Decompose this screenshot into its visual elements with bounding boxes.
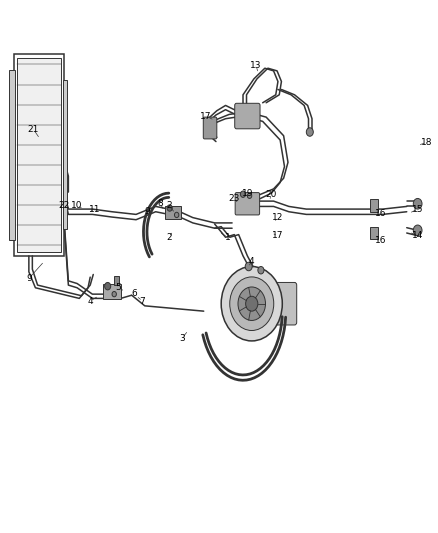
Circle shape bbox=[174, 212, 179, 217]
Bar bbox=[370, 199, 378, 212]
Bar bbox=[9, 70, 14, 240]
Circle shape bbox=[105, 282, 111, 290]
FancyBboxPatch shape bbox=[203, 117, 217, 139]
Text: 1: 1 bbox=[225, 233, 231, 242]
FancyBboxPatch shape bbox=[235, 192, 260, 215]
Bar bbox=[17, 58, 60, 252]
Circle shape bbox=[240, 191, 246, 197]
Bar bbox=[103, 284, 121, 300]
Circle shape bbox=[246, 296, 258, 311]
Text: 16: 16 bbox=[375, 209, 386, 218]
Circle shape bbox=[230, 277, 274, 330]
Text: 8: 8 bbox=[157, 199, 163, 208]
Circle shape bbox=[238, 287, 265, 320]
Text: 2: 2 bbox=[166, 201, 172, 210]
Circle shape bbox=[112, 292, 117, 297]
Circle shape bbox=[247, 193, 252, 198]
Text: 7: 7 bbox=[140, 296, 145, 305]
Text: 5: 5 bbox=[116, 283, 121, 292]
Text: 15: 15 bbox=[412, 205, 424, 214]
Text: 12: 12 bbox=[272, 213, 284, 222]
Text: 21: 21 bbox=[28, 125, 39, 134]
Text: 2: 2 bbox=[166, 233, 172, 242]
Text: 16: 16 bbox=[375, 237, 386, 246]
Text: 3: 3 bbox=[179, 334, 185, 343]
Circle shape bbox=[258, 266, 264, 274]
FancyBboxPatch shape bbox=[268, 282, 297, 325]
FancyBboxPatch shape bbox=[235, 103, 260, 129]
Text: 17: 17 bbox=[200, 111, 212, 120]
Bar bbox=[63, 80, 67, 229]
Text: 13: 13 bbox=[251, 61, 262, 70]
Bar bbox=[114, 276, 120, 285]
Text: 14: 14 bbox=[412, 231, 424, 240]
Text: 11: 11 bbox=[89, 205, 100, 214]
Text: 22: 22 bbox=[58, 201, 70, 210]
Text: 9: 9 bbox=[26, 273, 32, 282]
Circle shape bbox=[306, 128, 313, 136]
Circle shape bbox=[167, 205, 172, 211]
Text: 9: 9 bbox=[144, 207, 150, 216]
Circle shape bbox=[245, 262, 252, 271]
Circle shape bbox=[413, 225, 422, 236]
Text: 19: 19 bbox=[242, 189, 253, 198]
Text: 4: 4 bbox=[249, 257, 254, 265]
Text: 23: 23 bbox=[229, 194, 240, 203]
Text: 10: 10 bbox=[71, 201, 83, 210]
Bar bbox=[370, 227, 378, 239]
Circle shape bbox=[221, 266, 283, 341]
Bar bbox=[165, 206, 181, 219]
Text: 20: 20 bbox=[266, 190, 277, 199]
Circle shape bbox=[413, 198, 422, 209]
Text: 4: 4 bbox=[88, 296, 93, 305]
Text: 6: 6 bbox=[131, 288, 137, 297]
Text: 17: 17 bbox=[272, 231, 284, 240]
Bar bbox=[14, 54, 64, 256]
Text: 18: 18 bbox=[420, 138, 432, 147]
